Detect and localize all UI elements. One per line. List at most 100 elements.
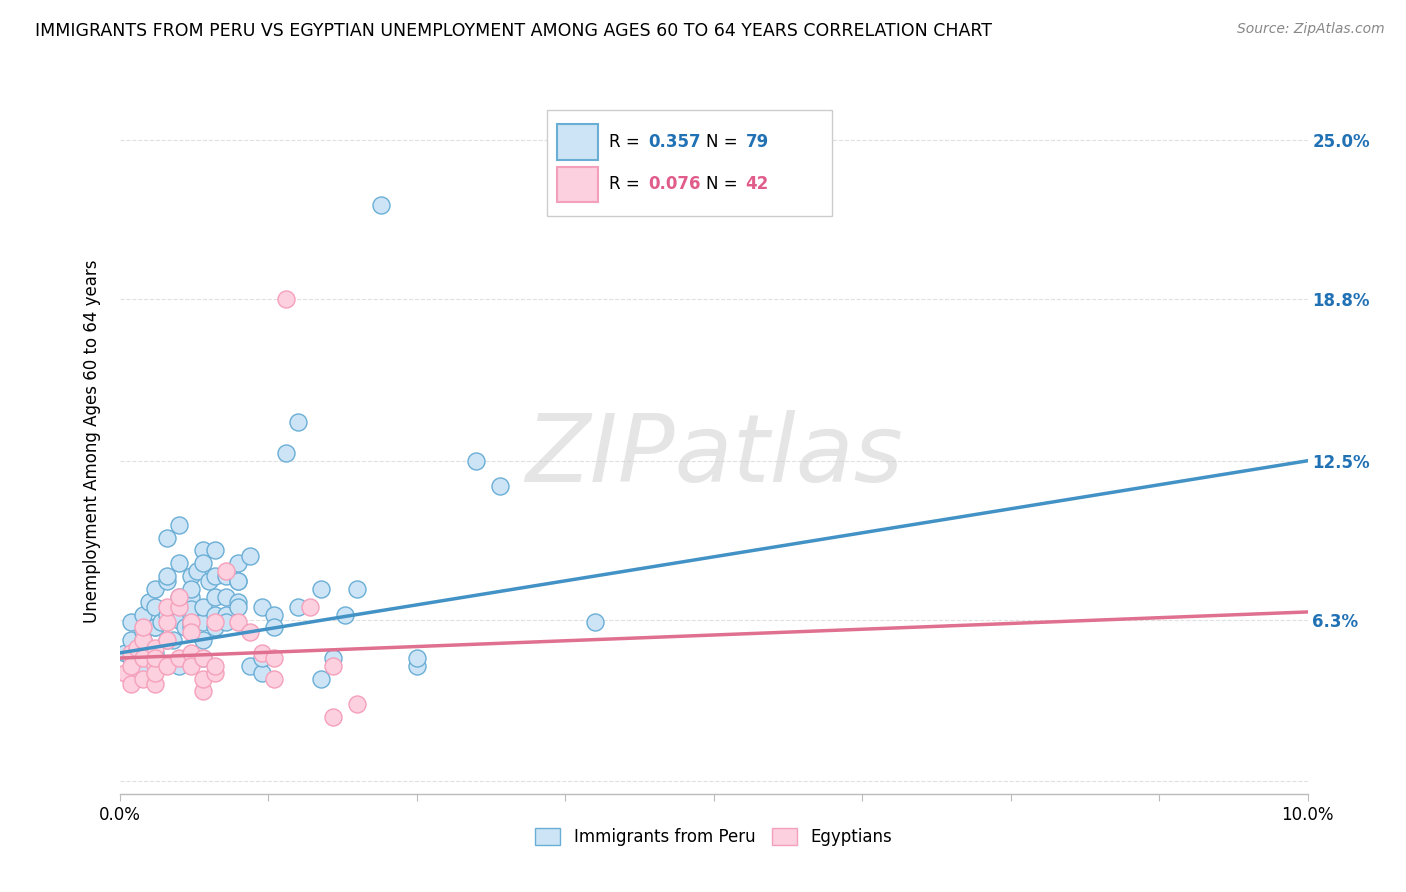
Point — [143, 646, 166, 660]
Text: N =: N = — [706, 133, 744, 151]
Text: R =: R = — [609, 133, 645, 151]
Point — [180, 607, 202, 622]
Point — [180, 615, 202, 630]
Point — [167, 658, 190, 673]
Point — [204, 658, 226, 673]
Point — [156, 633, 179, 648]
Point — [191, 543, 214, 558]
Point — [215, 607, 238, 622]
Point — [143, 640, 166, 655]
Point — [239, 625, 262, 640]
Point — [180, 625, 202, 640]
Point — [180, 620, 202, 634]
Point — [263, 607, 285, 622]
Point — [263, 672, 285, 686]
Point — [180, 646, 202, 660]
Point — [120, 646, 142, 660]
Point — [120, 615, 142, 630]
Point — [250, 651, 273, 665]
Point — [287, 415, 309, 429]
Point — [215, 569, 238, 583]
Point — [191, 672, 214, 686]
Point — [167, 595, 190, 609]
Point — [204, 620, 226, 634]
Point — [156, 615, 179, 630]
Point — [180, 582, 202, 596]
Point — [132, 620, 155, 634]
Point — [287, 599, 309, 614]
Point — [228, 615, 250, 630]
Point — [143, 599, 166, 614]
Point — [167, 651, 190, 665]
Point — [156, 633, 179, 648]
Point — [204, 590, 226, 604]
Point — [311, 582, 333, 596]
Point — [250, 599, 273, 614]
Point — [156, 599, 179, 614]
Point — [167, 556, 190, 570]
Point — [156, 607, 179, 622]
Point — [228, 574, 250, 589]
Point — [298, 599, 321, 614]
Point — [250, 646, 273, 660]
FancyBboxPatch shape — [557, 124, 599, 160]
Point — [173, 620, 195, 634]
Point — [215, 615, 238, 630]
Point — [167, 590, 190, 604]
Point — [132, 651, 155, 665]
Text: Source: ZipAtlas.com: Source: ZipAtlas.com — [1237, 22, 1385, 37]
Point — [156, 569, 179, 583]
Point — [156, 658, 179, 673]
Point — [132, 633, 155, 648]
FancyBboxPatch shape — [547, 111, 832, 216]
Point — [346, 582, 368, 596]
Point — [274, 446, 297, 460]
Point — [197, 574, 219, 589]
Point — [132, 658, 155, 673]
Point — [143, 666, 166, 681]
Point — [191, 651, 214, 665]
Point — [120, 658, 142, 673]
Point — [191, 633, 214, 648]
Point — [228, 556, 250, 570]
Point — [228, 574, 250, 589]
Text: 42: 42 — [745, 176, 769, 194]
Point — [335, 607, 357, 622]
Point — [322, 658, 344, 673]
Point — [167, 599, 190, 614]
Point — [143, 658, 166, 673]
Point — [191, 684, 214, 698]
Point — [274, 293, 297, 307]
Point — [322, 710, 344, 724]
FancyBboxPatch shape — [557, 167, 599, 202]
Text: R =: R = — [609, 176, 645, 194]
Point — [143, 582, 166, 596]
Point — [228, 599, 250, 614]
Point — [488, 479, 510, 493]
Point — [143, 651, 166, 665]
Point — [120, 651, 142, 665]
Point — [120, 633, 142, 648]
Point — [143, 620, 166, 634]
Legend: Immigrants from Peru, Egyptians: Immigrants from Peru, Egyptians — [529, 821, 898, 853]
Point — [191, 615, 214, 630]
Point — [114, 666, 136, 681]
Y-axis label: Unemployment Among Ages 60 to 64 years: Unemployment Among Ages 60 to 64 years — [83, 260, 101, 624]
Point — [405, 651, 427, 665]
Point — [186, 564, 208, 578]
Point — [239, 549, 262, 563]
Point — [215, 564, 238, 578]
Point — [167, 590, 190, 604]
Point — [143, 676, 166, 690]
Point — [150, 615, 173, 630]
Point — [180, 602, 202, 616]
Point — [120, 676, 142, 690]
Point — [370, 197, 392, 211]
Text: IMMIGRANTS FROM PERU VS EGYPTIAN UNEMPLOYMENT AMONG AGES 60 TO 64 YEARS CORRELAT: IMMIGRANTS FROM PERU VS EGYPTIAN UNEMPLO… — [35, 22, 993, 40]
Point — [180, 615, 202, 630]
Point — [114, 646, 136, 660]
Point — [156, 574, 179, 589]
Text: ZIPatlas: ZIPatlas — [524, 410, 903, 501]
Point — [191, 599, 214, 614]
Point — [263, 620, 285, 634]
